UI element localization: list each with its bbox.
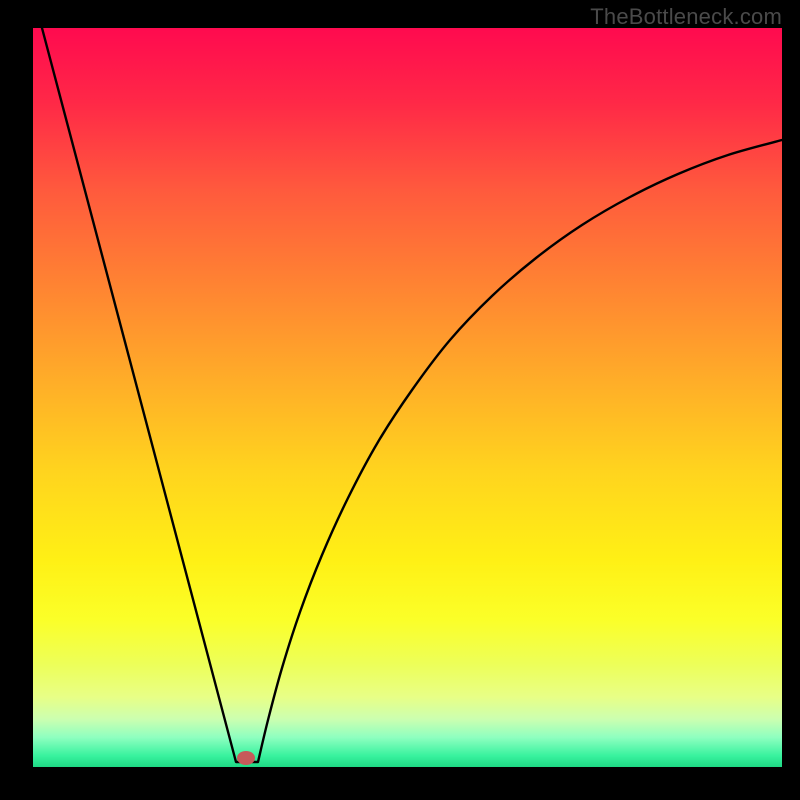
bottleneck-chart	[0, 0, 800, 800]
watermark-text: TheBottleneck.com	[590, 4, 782, 30]
optimal-point-marker	[237, 751, 255, 765]
chart-container: TheBottleneck.com	[0, 0, 800, 800]
